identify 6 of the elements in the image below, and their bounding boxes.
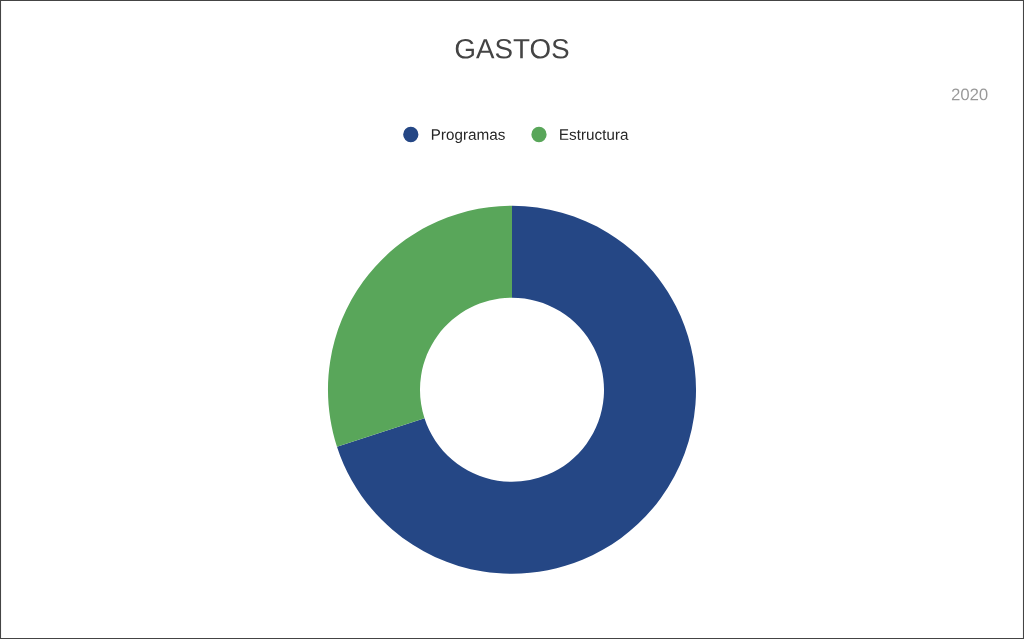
chart-title: GASTOS	[455, 38, 569, 59]
donut-slice	[336, 205, 697, 574]
legend-label: Programas	[431, 129, 505, 144]
donut-slice	[327, 205, 512, 447]
legend-label: Estructura	[560, 129, 629, 140]
text: 2020	[951, 88, 988, 101]
